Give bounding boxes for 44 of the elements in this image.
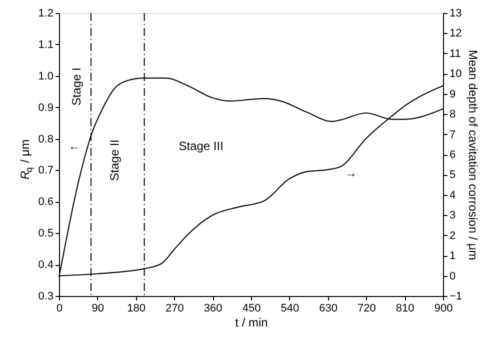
x-tick-label: 360 xyxy=(204,302,222,314)
x-tick-label: 90 xyxy=(92,302,104,314)
y2-tick-label: 0 xyxy=(450,270,456,282)
y2-axis-title: Mean depth of cavitation corrosion / μm xyxy=(466,50,480,260)
y-tick-label: 1.1 xyxy=(38,38,54,51)
x-tick-label: 270 xyxy=(166,302,184,314)
y2-tick-label: 1 xyxy=(450,250,456,262)
x-axis-title: t / min xyxy=(235,316,268,330)
x-tick-label: 900 xyxy=(434,302,453,314)
annotation: ← xyxy=(68,139,80,154)
x-tick-label: 450 xyxy=(242,302,261,314)
x-tick-label: 810 xyxy=(396,302,414,314)
annotation: Stage II xyxy=(108,139,122,181)
x-tick-label: 720 xyxy=(358,302,376,314)
y-tick-label: 0.4 xyxy=(38,259,54,272)
y-tick-label: 1.0 xyxy=(38,70,54,82)
y2-tick-label: 3 xyxy=(450,210,456,222)
x-tick-label: 180 xyxy=(127,302,146,314)
y2-tick-label: 9 xyxy=(450,88,456,100)
y2-tick-label: 11 xyxy=(450,48,461,60)
y-tick-label: 0.8 xyxy=(38,133,54,146)
y-tick-label: 0.3 xyxy=(38,290,54,302)
x-tick-label: 0 xyxy=(56,302,63,314)
y2-tick-label: 6 xyxy=(450,149,456,161)
y2-tick-label: 4 xyxy=(450,189,456,202)
y2-tick-label: 2 xyxy=(450,230,456,242)
y-tick-label: 0.6 xyxy=(38,196,54,208)
y-tick-label: 0.9 xyxy=(38,102,54,114)
y2-tick-label: 8 xyxy=(450,108,456,121)
y-tick-label: 1.2 xyxy=(38,8,54,20)
y-tick-label: 0.7 xyxy=(38,164,54,177)
y2-tick-label: 10 xyxy=(450,68,462,80)
y-axis-title: Rq / μm xyxy=(18,139,34,180)
y-tick-label: 0.5 xyxy=(38,228,54,240)
annotation: Stage III xyxy=(178,139,224,154)
y2-tick-label: 5 xyxy=(450,169,456,182)
annotation: → xyxy=(344,166,357,180)
y2-tick-label: −1 xyxy=(450,290,462,302)
y2-tick-label: 7 xyxy=(450,128,456,141)
y2-tick-label: 12 xyxy=(450,28,462,40)
x-tick-label: 540 xyxy=(280,302,300,314)
annotation: Stage I xyxy=(69,68,84,106)
y2-tick-label: 13 xyxy=(450,8,462,20)
x-tick-label: 630 xyxy=(319,302,338,314)
